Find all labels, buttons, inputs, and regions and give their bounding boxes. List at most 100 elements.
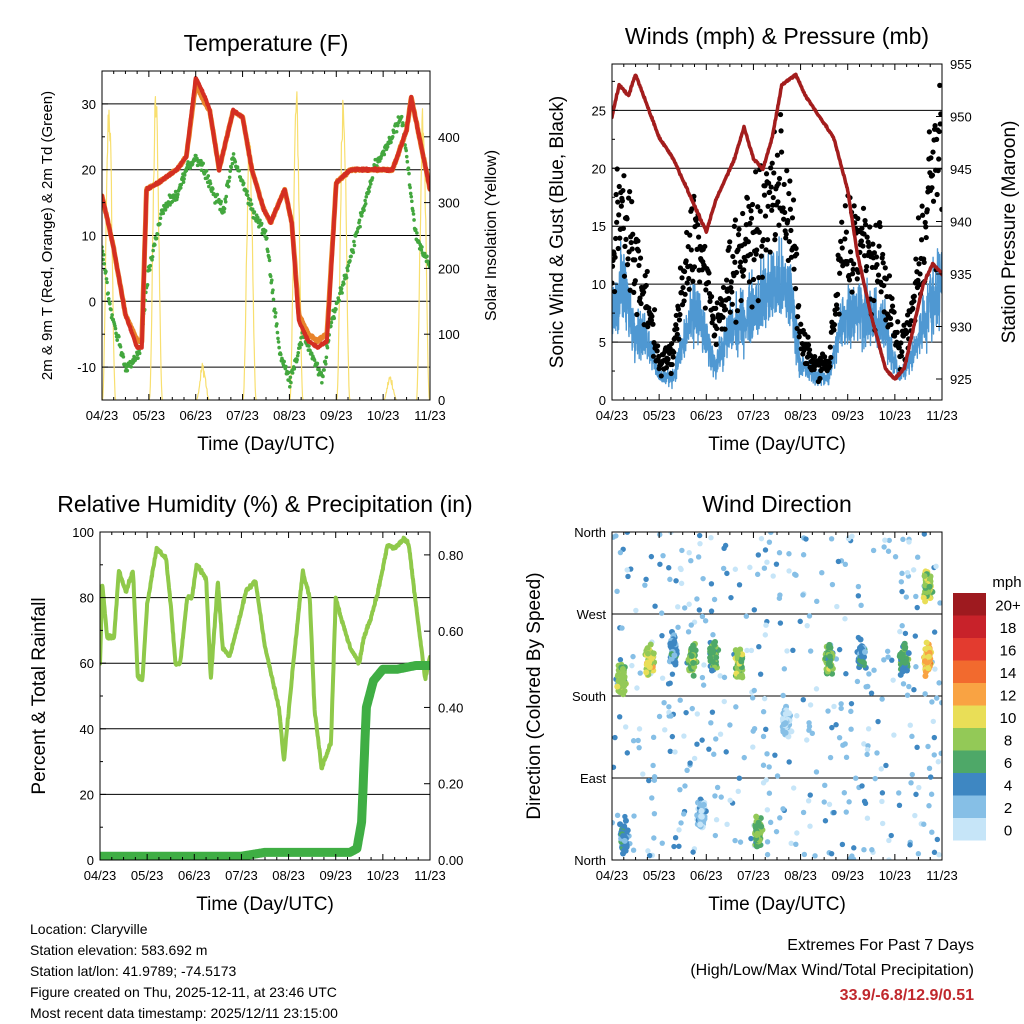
gust-point [729,289,735,295]
direction-point [925,653,932,660]
gust-point [702,243,708,250]
dewpoint-point [110,313,114,317]
dewpoint-point [263,229,268,233]
legend-label: 14 [1000,665,1017,682]
direction-point [843,754,850,761]
direction-point [896,653,903,660]
direction-point [708,667,715,674]
direction-point [826,641,833,648]
gust-point [741,267,747,273]
direction-point [846,799,852,805]
y-tick-label: South [572,689,606,704]
y2-tick-label: 945 [950,162,972,177]
dewpoint-point [419,248,424,252]
dewpoint-point [368,182,373,186]
gust-point [674,331,680,337]
direction-point [899,623,905,629]
direction-point [723,749,729,755]
direction-point [839,841,846,848]
direction-point [619,665,626,672]
direction-point [790,785,797,791]
direction-point [882,537,888,543]
direction-point [625,573,631,580]
gust-point [763,247,769,253]
dewpoint-point [358,224,362,229]
direction-point [614,588,620,595]
gust-point [734,308,741,314]
gust-point [620,187,626,194]
gust-point [682,291,688,297]
gust-point [746,279,753,285]
gust-point [669,361,675,368]
direction-point [764,807,771,813]
dewpoint-point [165,204,170,209]
dewpoint-point [363,198,367,203]
gust-point [831,327,837,333]
direction-point [932,666,938,672]
dewpoint-point [182,173,187,177]
gust-point [864,263,870,270]
dewpoint-point [102,261,107,266]
direction-point [929,829,935,835]
solar-insolation-line [383,376,398,400]
y-tick-label: 15 [592,219,606,234]
direction-point [688,558,694,564]
direction-point [910,567,917,573]
gust-point [658,373,664,379]
direction-point [708,608,715,614]
direction-point [679,547,685,554]
direction-point [809,730,815,737]
gust-point [875,272,882,278]
direction-point [741,754,747,761]
gust-point [782,209,788,216]
y-tick-label: 30 [82,97,96,112]
dewpoint-point [357,218,362,223]
direction-point [650,734,657,741]
gust-point [939,57,944,62]
direction-point [814,598,820,605]
x-axis-label: Time (Day/UTC) [708,434,846,455]
gust-point [783,231,789,237]
dewpoint-point [267,258,272,263]
direction-point [886,537,892,544]
dewpoint-point [390,134,395,139]
gust-point [729,301,735,307]
gust-point [625,195,632,201]
gust-point [871,297,877,304]
dewpoint-point [404,148,408,153]
gust-point [740,210,746,217]
dewpoint-point [288,384,292,389]
dewpoint-point [125,368,130,373]
y-tick-label: 20 [82,163,96,178]
direction-point [864,746,871,753]
gust-point [765,203,771,209]
direction-point [899,668,906,675]
direction-point [770,573,776,579]
dewpoint-point [252,210,257,214]
dewpoint-point [250,207,255,211]
gust-point [703,287,709,293]
direction-point [699,674,706,681]
direction-point [780,692,786,699]
dewpoint-point [340,291,344,295]
direction-point [736,673,743,680]
dewpoint-point [270,278,274,282]
direction-point [630,847,637,853]
dewpoint-point [224,194,229,199]
gust-point [747,251,754,257]
direction-point [848,700,855,707]
gust-point [681,298,687,304]
gust-point [780,205,786,211]
gust-point [776,222,782,228]
dewpoint-point [210,187,215,191]
direction-point [884,648,891,654]
direction-point [619,679,626,686]
x-tick-label: 07/23 [226,408,259,423]
gust-point [737,264,743,270]
direction-point [777,815,783,821]
gust-point [768,165,774,171]
gust-point [676,317,683,323]
gust-point [748,208,754,214]
gust-point [753,169,759,175]
dewpoint-point [320,380,324,385]
